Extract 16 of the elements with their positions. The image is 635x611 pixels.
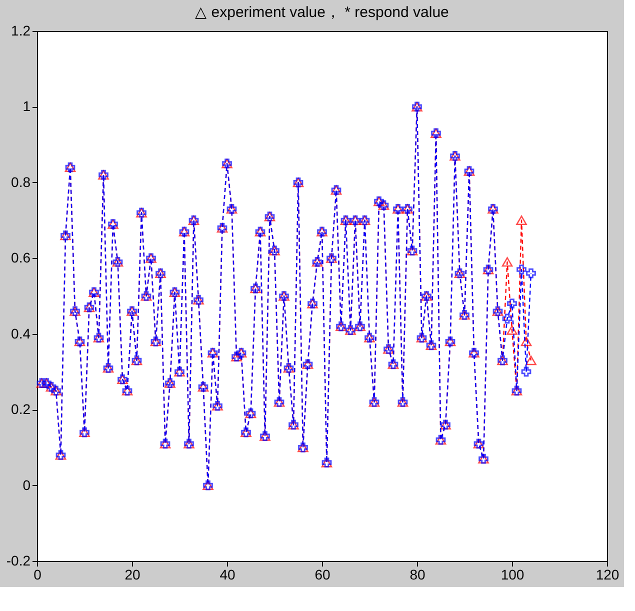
x-tick-label: 40	[220, 566, 236, 582]
y-tick-label: 1	[22, 98, 31, 114]
x-tick-label: 0	[34, 566, 42, 582]
y-tick-label: 1.2	[11, 22, 31, 38]
x-tick-label: 20	[124, 566, 140, 582]
x-tick-label: 100	[500, 566, 524, 582]
x-tick-label: 120	[596, 566, 620, 582]
x-tick-label: 60	[314, 566, 330, 582]
y-tick-label: -0.2	[6, 552, 31, 568]
y-tick-label: 0.6	[11, 250, 31, 266]
y-tick-label: 0.8	[11, 174, 31, 190]
y-tick-label: 0.2	[11, 401, 31, 418]
y-tick-label: 0.4	[11, 325, 31, 342]
x-tick-label: 80	[410, 566, 426, 582]
chart-title: △ experiment value， * respond value	[195, 4, 449, 21]
y-tick-label: 0	[22, 476, 31, 493]
